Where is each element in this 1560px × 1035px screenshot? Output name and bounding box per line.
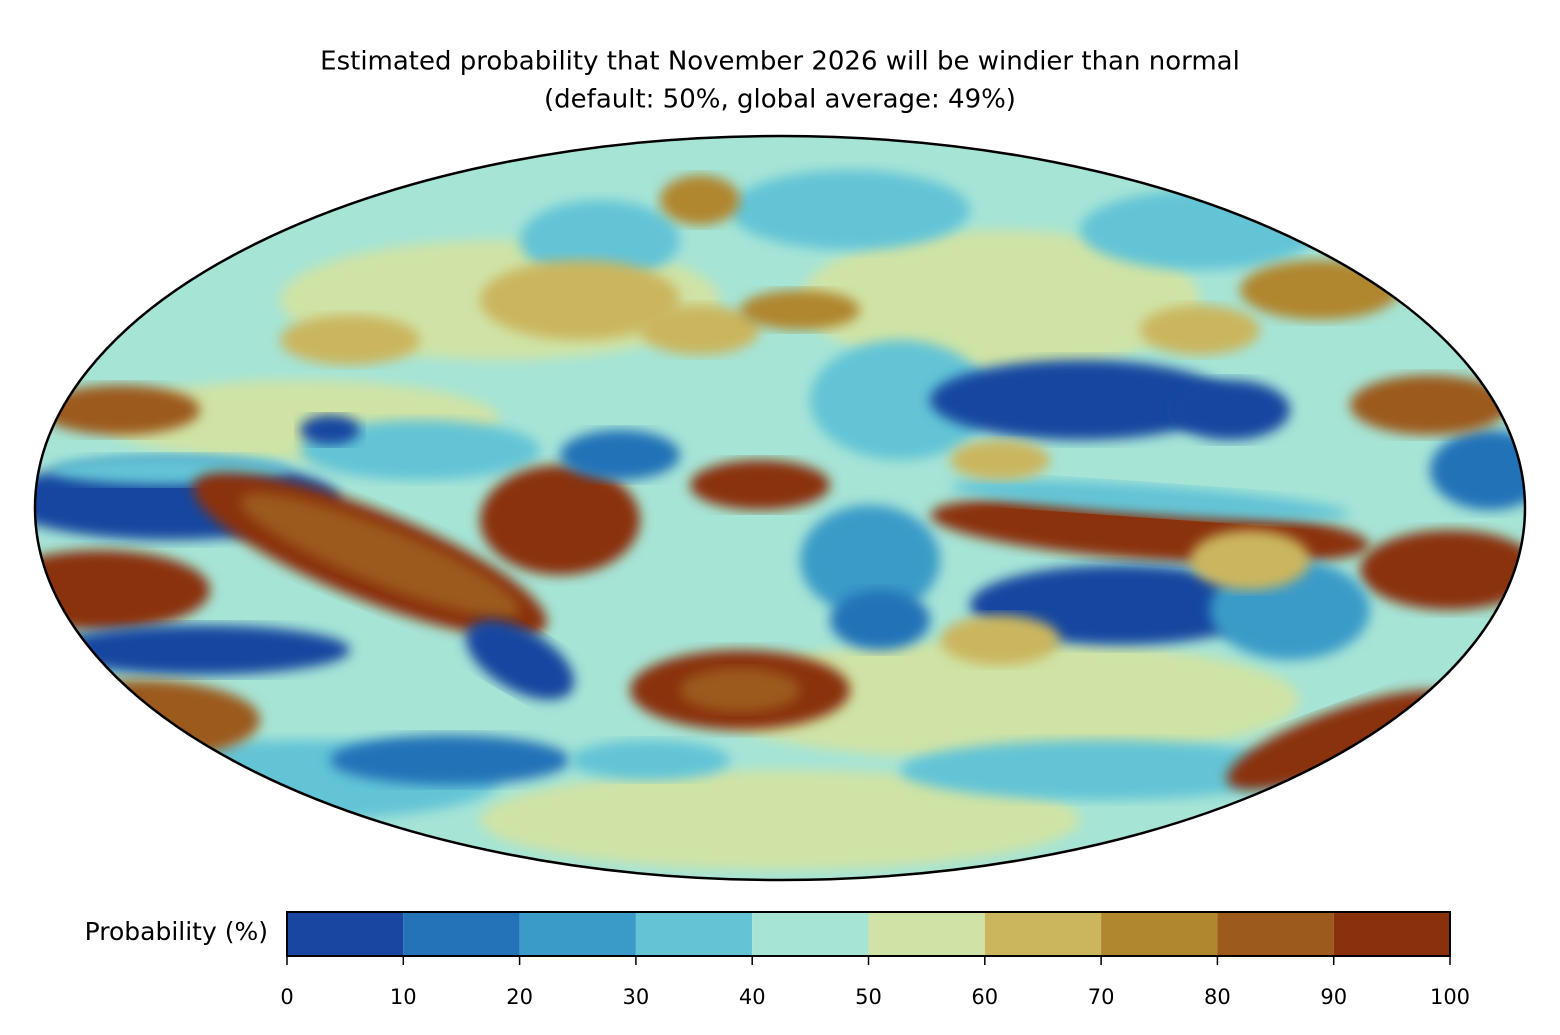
colorbar-segment bbox=[519, 912, 636, 956]
colorbar-tick-label: 50 bbox=[855, 985, 882, 1009]
field-region bbox=[800, 505, 940, 615]
field-region bbox=[660, 175, 740, 225]
field-region bbox=[950, 440, 1050, 480]
colorbar-segment bbox=[1217, 912, 1334, 956]
colorbar-tick-label: 100 bbox=[1430, 985, 1470, 1009]
field-region bbox=[1240, 260, 1400, 320]
field-region bbox=[480, 770, 1080, 870]
map-title: Estimated probability that November 2026… bbox=[320, 47, 1240, 77]
field-region bbox=[50, 625, 350, 675]
colorbar-tick-label: 60 bbox=[971, 985, 998, 1009]
map-subtitle: (default: 50%, global average: 49%) bbox=[544, 85, 1016, 115]
colorbar-segment bbox=[403, 912, 520, 956]
field-region bbox=[680, 668, 800, 712]
field-region bbox=[830, 590, 930, 650]
field-region bbox=[330, 735, 570, 785]
colorbar-segment bbox=[287, 912, 404, 956]
probability-field bbox=[35, 136, 1525, 880]
colorbar-segment bbox=[752, 912, 869, 956]
colorbar-tick-label: 20 bbox=[506, 985, 533, 1009]
colorbar-tick-label: 10 bbox=[390, 985, 417, 1009]
field-region bbox=[690, 460, 830, 510]
field-region bbox=[1430, 430, 1525, 510]
field-region bbox=[35, 680, 260, 760]
colorbar-tick-label: 0 bbox=[280, 985, 293, 1009]
field-region bbox=[930, 360, 1230, 440]
field-region bbox=[480, 260, 680, 340]
colorbar-tick-label: 90 bbox=[1320, 985, 1347, 1009]
colorbar-segment bbox=[984, 912, 1102, 956]
field-region bbox=[900, 740, 1300, 800]
field-region bbox=[740, 290, 860, 330]
colorbar-tick-label: 40 bbox=[739, 985, 766, 1009]
field-region bbox=[240, 493, 520, 617]
field-region bbox=[1140, 305, 1260, 355]
field-region bbox=[950, 479, 1350, 521]
globe-outline bbox=[33, 134, 1527, 882]
field-region bbox=[700, 640, 1300, 760]
field-region bbox=[800, 230, 1200, 370]
field-region bbox=[35, 550, 210, 630]
field-region bbox=[1170, 380, 1290, 440]
field-region bbox=[1190, 530, 1310, 590]
colorbar-tick-label: 80 bbox=[1204, 985, 1231, 1009]
field-region bbox=[1226, 690, 1454, 790]
field-region bbox=[560, 430, 680, 480]
field-region bbox=[730, 170, 970, 250]
field-region bbox=[940, 615, 1060, 665]
colorbar: 0 10 20 30 40 50 60 70 80 90 100 bbox=[280, 911, 1470, 1009]
field-region bbox=[1360, 530, 1525, 610]
colorbar-label: Probability (%) bbox=[85, 917, 268, 946]
field-region bbox=[300, 420, 540, 480]
field-region bbox=[300, 415, 360, 445]
field-region bbox=[465, 620, 575, 700]
field-region bbox=[40, 385, 200, 435]
colorbar-tick-label: 30 bbox=[623, 985, 650, 1009]
field-region bbox=[810, 340, 990, 460]
field-region bbox=[640, 305, 760, 355]
field-region bbox=[570, 740, 730, 780]
field-region bbox=[1080, 190, 1320, 270]
colorbar-segment bbox=[635, 912, 753, 956]
field-region bbox=[280, 315, 420, 365]
colorbar-segment bbox=[868, 912, 985, 956]
field-region bbox=[1350, 375, 1510, 435]
field-region bbox=[480, 465, 640, 575]
colorbar-segment bbox=[1333, 912, 1450, 956]
colorbar-tick-label: 70 bbox=[1088, 985, 1115, 1009]
colorbar-segment bbox=[1101, 912, 1218, 956]
field-region bbox=[520, 200, 680, 280]
